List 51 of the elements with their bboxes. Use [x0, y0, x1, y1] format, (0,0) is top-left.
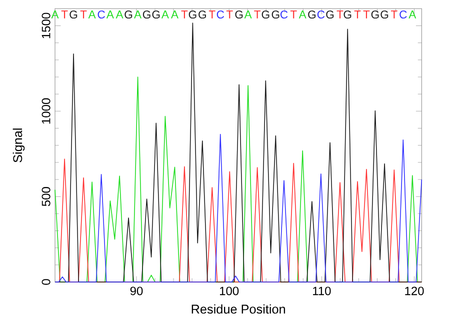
annotation: C	[317, 10, 325, 19]
annotation: G	[235, 10, 243, 19]
y-tick-label: 1000	[42, 98, 50, 124]
annotation: T	[354, 10, 361, 18]
annotation: A	[88, 10, 96, 18]
annotation: C	[98, 10, 105, 19]
annotation: T	[363, 10, 370, 18]
annotation: G	[308, 10, 316, 19]
x-tick-label: 100	[220, 286, 239, 296]
x-tick-label: 120	[405, 286, 424, 296]
annotation: C	[216, 10, 224, 19]
annotation: A	[170, 10, 178, 18]
annotation: C	[400, 10, 407, 19]
annotation: G	[70, 10, 78, 19]
annotation: T	[390, 10, 398, 18]
annotation: A	[51, 10, 59, 18]
annotation: T	[208, 10, 216, 18]
annotation: T	[254, 10, 261, 18]
annotation: T	[226, 10, 233, 18]
annotation: G	[142, 10, 150, 19]
annotation: T	[61, 10, 68, 18]
annotation: G	[326, 10, 334, 19]
y-axis-title: Signal	[12, 128, 25, 162]
annotation: G	[344, 10, 352, 19]
annotation: G	[262, 10, 270, 19]
annotation: G	[152, 10, 160, 19]
annotation: T	[181, 10, 188, 18]
y-tick-label: 500	[42, 187, 50, 206]
annotation: G	[371, 10, 379, 19]
y-tick-label: 1500	[42, 12, 50, 38]
annotation: G	[380, 10, 388, 19]
annotation: A	[161, 10, 169, 18]
annotation: A	[408, 10, 416, 18]
annotation: T	[80, 10, 87, 18]
x-axis-title: Residue Position	[192, 304, 286, 314]
annotation: G	[198, 10, 206, 19]
annotation: A	[244, 10, 252, 18]
annotation: T	[290, 10, 297, 18]
x-tick-label: 90	[130, 286, 143, 296]
annotation: A	[298, 10, 306, 18]
annotation: T	[336, 10, 344, 18]
annotation: C	[280, 10, 288, 19]
annotation: A	[134, 10, 142, 18]
y-tick-label: 0	[42, 279, 50, 285]
annotation: A	[116, 10, 124, 18]
annotation: A	[106, 10, 114, 18]
line-series	[54, 134, 422, 282]
x-tick-label: 110	[313, 286, 331, 296]
annotation: G	[188, 10, 196, 19]
annotation: G	[124, 10, 132, 19]
annotation: G	[272, 10, 280, 19]
